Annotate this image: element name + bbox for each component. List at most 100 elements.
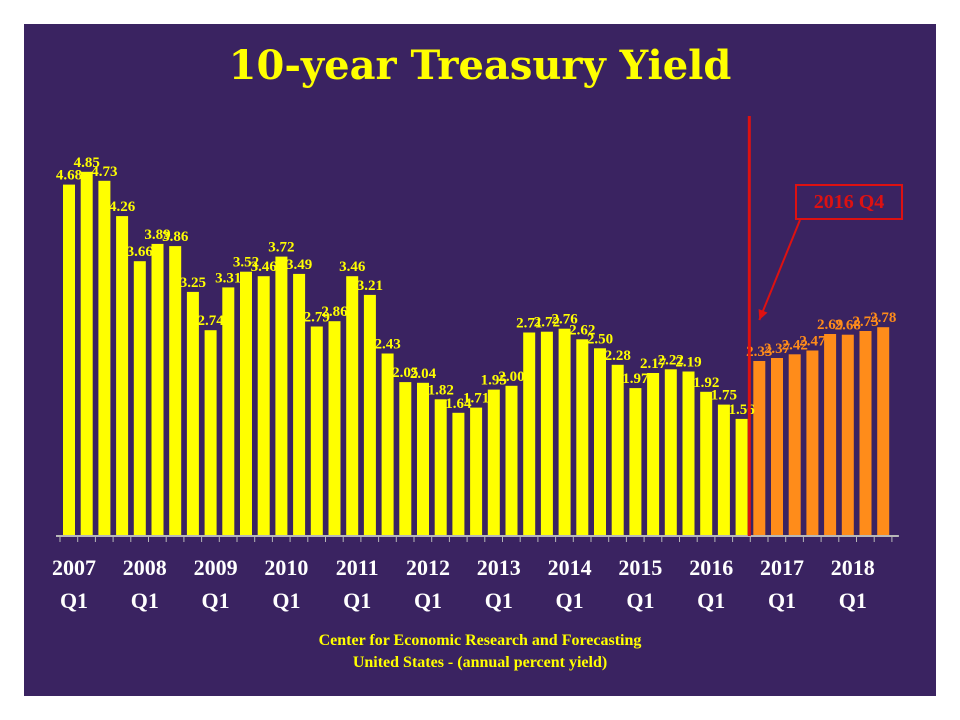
value-label-actual-24: 1.95 xyxy=(481,373,507,389)
bar-actual-15 xyxy=(328,321,341,536)
x-axis: 2007 Q1 2008 Q1 2009 Q1 2010 Q1 2011 Q1 2012 Q1 2013… xyxy=(52,535,899,613)
bar-actual-0 xyxy=(63,184,75,536)
bar-actual-25 xyxy=(505,385,518,536)
value-label-actual-21: 1.82 xyxy=(428,382,454,398)
value-label-actual-11: 3.46 xyxy=(251,259,278,275)
bar-actual-37 xyxy=(717,404,730,536)
bar-actual-4 xyxy=(133,261,146,536)
value-label-actual-10: 3.52 xyxy=(233,255,259,271)
value-label-actual-4: 3.66 xyxy=(127,244,154,260)
bar-actual-28 xyxy=(558,328,571,536)
bar-forecast-1 xyxy=(771,358,783,536)
value-label-actual-27: 2.72 xyxy=(534,315,560,331)
bar-actual-20 xyxy=(417,382,429,536)
bar-actual-22 xyxy=(452,412,465,536)
bar-actual-8 xyxy=(204,330,217,536)
value-label-actual-29: 2.62 xyxy=(569,322,595,338)
bar-actual-10 xyxy=(240,271,252,536)
x-tick-quarter-2018: Q1 xyxy=(839,588,867,613)
x-tick-quarter-2017: Q1 xyxy=(768,588,796,613)
x-tick-quarter-2010: Q1 xyxy=(272,588,300,613)
x-tick-year-2012: 2012 xyxy=(406,555,450,580)
bar-actual-12 xyxy=(275,256,288,536)
value-label-actual-34: 2.22 xyxy=(658,352,684,368)
bar-actual-31 xyxy=(611,364,624,536)
x-tick-year-2015: 2015 xyxy=(618,555,662,580)
bar-actual-19 xyxy=(399,382,412,536)
value-label-actual-36: 1.92 xyxy=(693,375,719,391)
bar-actual-3 xyxy=(116,216,129,536)
value-labels-layer: 4.684.854.73 4.26 3.663.893.86 3.25 2.74 3.31… xyxy=(56,155,896,418)
value-label-actual-18: 2.43 xyxy=(374,337,400,353)
bar-actual-1 xyxy=(80,171,93,537)
x-tick-year-2008: 2008 xyxy=(123,555,167,580)
bar-actual-17 xyxy=(363,294,376,536)
x-tick-year-2007: 2007 xyxy=(52,555,96,580)
value-label-actual-33: 2.17 xyxy=(640,356,667,372)
forecast-start-annotation: 2016 Q4 xyxy=(795,184,903,220)
value-label-actual-15: 2.86 xyxy=(321,304,348,320)
bar-actual-9 xyxy=(222,287,235,536)
bar-actual-34 xyxy=(664,369,677,536)
value-label-actual-0: 4.68 xyxy=(56,168,82,184)
chart-footer: Center for Economic Research and Forecas… xyxy=(0,630,960,674)
x-tick-quarter-2012: Q1 xyxy=(414,588,442,613)
x-tick-year-2017: 2017 xyxy=(760,555,804,580)
x-tick-quarter-2011: Q1 xyxy=(343,588,371,613)
bar-forecast-4 xyxy=(824,334,837,536)
bar-actual-6 xyxy=(169,246,182,536)
value-label-actual-35: 2.19 xyxy=(675,355,701,371)
bars-layer xyxy=(63,171,890,537)
value-label-forecast-6: 2.73 xyxy=(852,314,878,330)
value-label-forecast-7: 2.78 xyxy=(870,310,896,326)
bar-actual-21 xyxy=(434,399,447,536)
bar-actual-33 xyxy=(647,373,660,536)
value-label-actual-3: 4.26 xyxy=(109,199,136,215)
bar-actual-13 xyxy=(293,273,306,536)
value-label-actual-26: 2.71 xyxy=(516,316,542,332)
bar-actual-26 xyxy=(523,332,536,536)
x-tick-quarter-2015: Q1 xyxy=(626,588,654,613)
bar-actual-11 xyxy=(257,276,270,536)
x-tick-year-2014: 2014 xyxy=(548,555,592,580)
value-label-actual-16: 3.46 xyxy=(339,259,366,275)
forecast-divider xyxy=(747,116,801,536)
value-label-actual-23: 1.71 xyxy=(463,391,489,407)
value-label-actual-25: 2.00 xyxy=(498,369,524,385)
x-tick-year-2013: 2013 xyxy=(477,555,521,580)
value-label-actual-2: 4.73 xyxy=(91,164,117,180)
value-label-actual-28: 2.76 xyxy=(551,312,578,328)
bar-actual-7 xyxy=(186,291,199,536)
x-tick-quarter-2007: Q1 xyxy=(60,588,88,613)
value-label-actual-37: 1.75 xyxy=(711,388,737,404)
x-tick-quarter-2008: Q1 xyxy=(131,588,159,613)
bar-forecast-2 xyxy=(788,354,801,536)
value-label-actual-12: 3.72 xyxy=(268,240,294,256)
x-tick-year-2018: 2018 xyxy=(831,555,875,580)
value-label-forecast-3: 2.47 xyxy=(799,334,826,350)
bar-forecast-7 xyxy=(877,327,890,536)
value-label-actual-7: 3.25 xyxy=(180,275,206,291)
value-label-actual-5: 3.89 xyxy=(144,227,170,243)
bar-actual-30 xyxy=(594,348,606,536)
value-label-actual-31: 2.28 xyxy=(605,348,631,364)
value-label-actual-22: 1.64 xyxy=(445,396,472,412)
chart-title: 10-year Treasury Yield xyxy=(228,42,732,89)
bar-forecast-3 xyxy=(806,350,819,536)
bar-actual-38 xyxy=(735,418,748,536)
bar-actual-32 xyxy=(629,388,642,536)
bar-actual-2 xyxy=(98,180,111,537)
bar-actual-5 xyxy=(151,243,164,536)
value-label-actual-20: 2.04 xyxy=(410,366,437,382)
bar-forecast-5 xyxy=(841,334,854,536)
footer-source: Center for Economic Research and Forecas… xyxy=(318,632,642,649)
annotation-arrow-line xyxy=(758,219,801,321)
x-tick-quarter-2016: Q1 xyxy=(697,588,725,613)
bar-actual-23 xyxy=(470,407,483,536)
value-label-actual-13: 3.49 xyxy=(286,257,312,273)
value-label-forecast-2: 2.42 xyxy=(782,337,808,353)
bar-actual-35 xyxy=(682,371,695,536)
x-tick-quarter-2014: Q1 xyxy=(556,588,584,613)
x-tick-year-2009: 2009 xyxy=(194,555,238,580)
